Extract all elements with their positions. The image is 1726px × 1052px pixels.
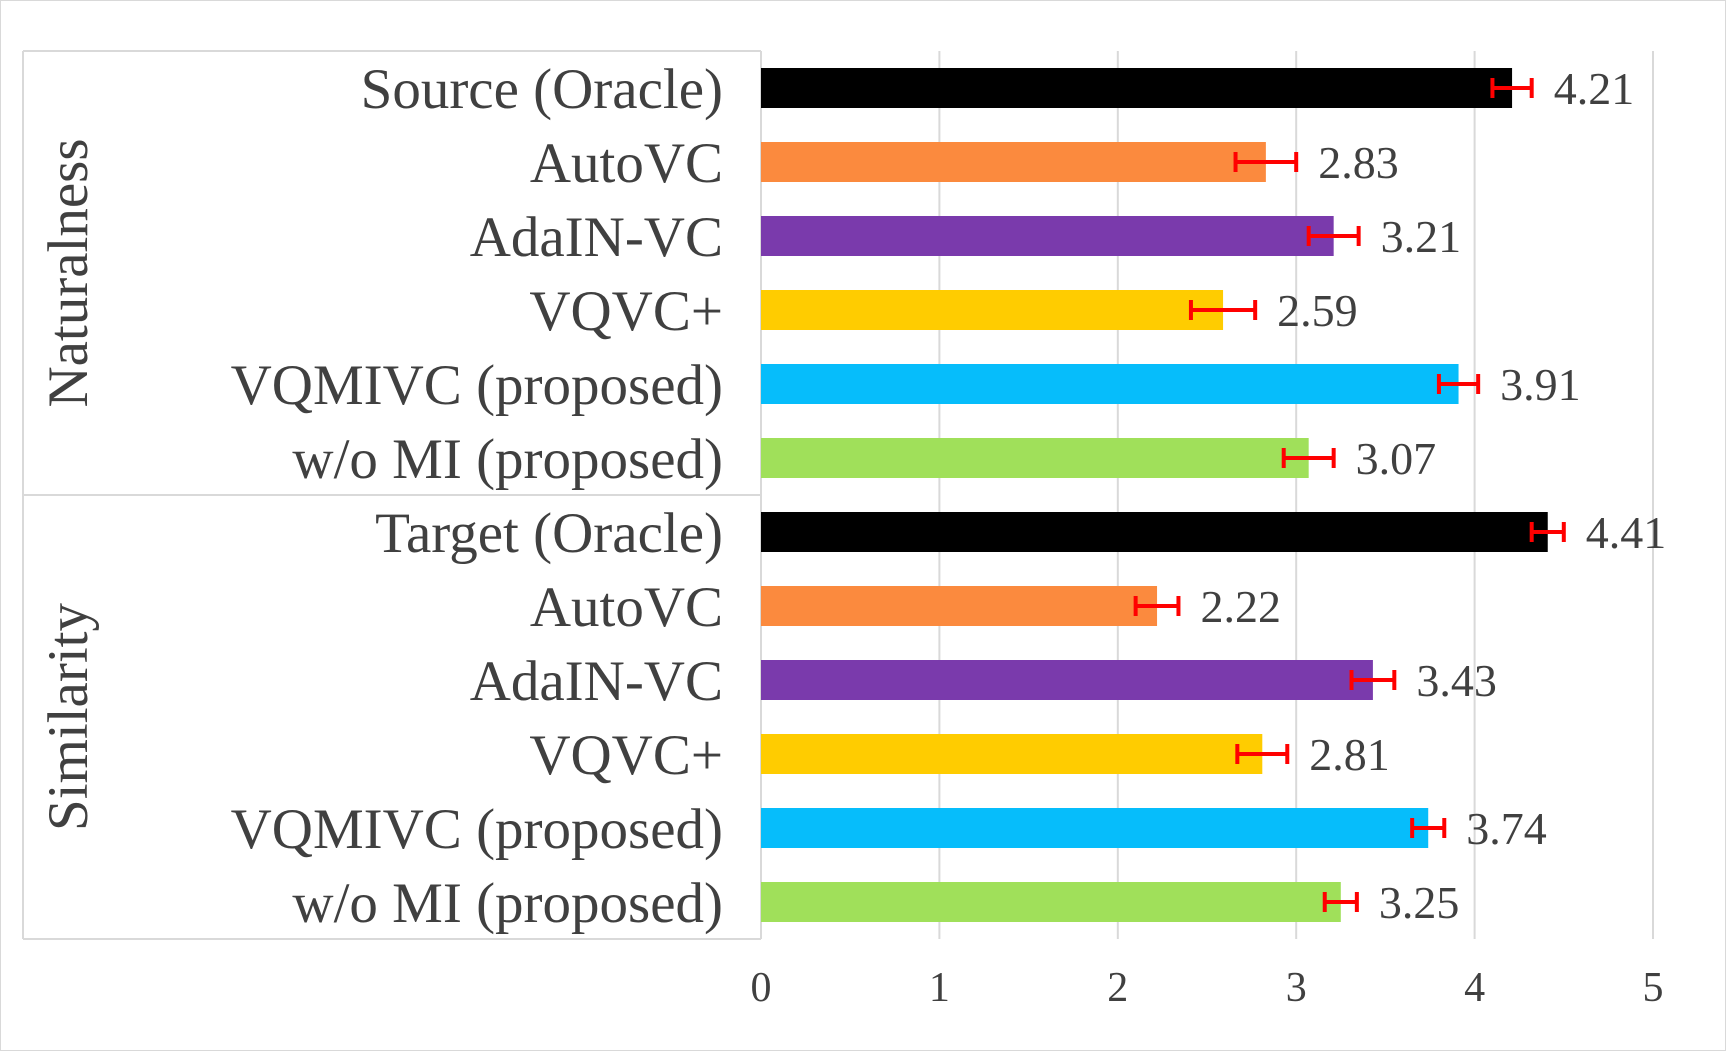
data-label-1-3: 2.81 [1309, 729, 1390, 780]
x-tick-label-0: 0 [751, 965, 772, 1011]
bar-1-4 [761, 808, 1429, 848]
category-label-1-1: AutoVC [530, 576, 723, 639]
x-tick-label-2: 2 [1107, 965, 1128, 1011]
category-label-0-5: w/o MI (proposed) [292, 428, 723, 491]
x-tick-label-3: 3 [1286, 965, 1307, 1011]
bar-1-0 [761, 512, 1548, 552]
bar-1-5 [761, 882, 1341, 922]
bar-0-5 [761, 438, 1309, 478]
group-label-0: Naturalness [37, 138, 100, 407]
bar-0-3 [761, 290, 1224, 330]
bar-0-1 [761, 142, 1266, 182]
category-label-0-4: VQMIVC (proposed) [231, 354, 723, 417]
data-label-1-1: 2.22 [1200, 581, 1281, 632]
data-label-0-0: 4.21 [1554, 63, 1635, 114]
bar-1-3 [761, 734, 1263, 774]
data-label-0-3: 2.59 [1277, 285, 1358, 336]
category-label-0-2: AdaIN-VC [470, 206, 723, 269]
bar-0-4 [761, 364, 1459, 404]
category-label-1-4: VQMIVC (proposed) [231, 798, 723, 861]
category-label-1-3: VQVC+ [529, 724, 723, 787]
bar-1-1 [761, 586, 1158, 626]
x-tick-label-1: 1 [929, 965, 950, 1011]
data-label-0-1: 2.83 [1318, 137, 1399, 188]
category-label-1-2: AdaIN-VC [470, 650, 723, 713]
data-label-1-2: 3.43 [1416, 655, 1497, 706]
x-tick-label-4: 4 [1464, 965, 1485, 1011]
x-tick-label-5: 5 [1643, 965, 1664, 1011]
data-label-1-0: 4.41 [1586, 507, 1667, 558]
bar-0-2 [761, 216, 1334, 256]
category-label-0-3: VQVC+ [529, 280, 723, 343]
category-label-0-0: Source (Oracle) [361, 58, 723, 121]
data-label-1-5: 3.25 [1379, 877, 1460, 928]
group-label-1: Similarity [37, 603, 100, 832]
bar-0-0 [761, 68, 1513, 108]
bar-1-2 [761, 660, 1373, 700]
data-label-0-2: 3.21 [1381, 211, 1462, 262]
data-label-0-5: 3.07 [1356, 433, 1437, 484]
category-label-1-5: w/o MI (proposed) [292, 872, 723, 935]
category-label-1-0: Target (Oracle) [375, 502, 723, 565]
data-label-0-4: 3.91 [1500, 359, 1581, 410]
category-label-0-1: AutoVC [530, 132, 723, 195]
data-label-1-4: 3.74 [1466, 803, 1547, 854]
